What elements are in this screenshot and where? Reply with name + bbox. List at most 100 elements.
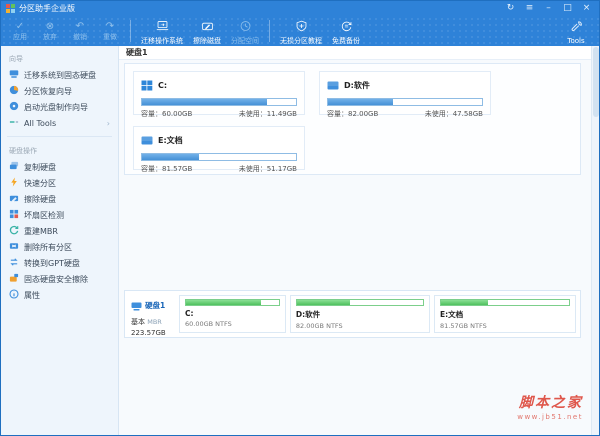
tutorial-button[interactable]: 无损分区教程 — [275, 17, 327, 45]
watermark: 脚本之家 www.jb51.net — [517, 392, 583, 421]
block-size: 81.57GB NTFS — [439, 322, 487, 330]
window-controls: ↻ ≡ – □ × — [503, 3, 594, 15]
partition-name: D:软件 — [344, 81, 370, 90]
partition-name: C: — [158, 81, 168, 90]
partition-name: E:文档 — [158, 136, 183, 145]
watermark-url: www.jb51.net — [517, 413, 583, 421]
sidebar-item-copy-disk[interactable]: 复制硬盘 — [1, 159, 118, 175]
toolbar-separator — [269, 20, 270, 42]
block-label: C: — [185, 309, 194, 318]
block-size: 82.00GB NTFS — [295, 322, 343, 330]
wizards-section-header: 向导 — [9, 55, 23, 63]
sidebar-item-convert-gpt[interactable]: 转换到GPT硬盘 — [1, 255, 118, 271]
close-icon[interactable]: × — [582, 3, 591, 13]
diskops-section-header: 硬盘操作 — [9, 147, 37, 155]
disk-info-block[interactable]: 硬盘1 基本 MBR 223.57GB — [129, 295, 175, 337]
watermark-title: 脚本之家 — [519, 395, 583, 411]
migrate-ssd-icon — [9, 69, 19, 81]
usage-bar — [439, 299, 570, 306]
drive-icon — [141, 131, 153, 150]
sidebar-item-bad-sector-check[interactable]: 坏扇区检测 — [1, 207, 118, 223]
undo-icon: ↶ — [75, 21, 85, 32]
undo-button[interactable]: ↶ 撤销 — [73, 21, 87, 41]
disk-icon — [131, 296, 142, 315]
clock-icon — [239, 17, 252, 36]
delete-partitions-icon — [9, 241, 19, 253]
block-label: E:文档 — [439, 310, 464, 319]
copy-disk-icon — [9, 161, 19, 173]
maximize-icon[interactable]: □ — [563, 3, 572, 13]
partition-card-d[interactable]: D:软件 容量：82.00GB 未使用：47.58GB — [319, 71, 491, 118]
toolbar: ✓ 应用 ⊗ 放弃 ↶ 撤销 ↷ 重做 迁移操作系统 擦除磁盘 分配空间 — [1, 16, 599, 46]
sector-grid-icon — [9, 209, 19, 221]
content-area: 向导 迁移系统到固态硬盘 分区恢复向导 启动光盘制作向导 All Tools ›… — [1, 46, 599, 435]
pie-chart-icon — [9, 85, 19, 97]
partition-card-c[interactable]: C: 容量：60.00GB 未使用：11.49GB — [133, 71, 305, 118]
sidebar-item-ssd-secure-erase[interactable]: 固态硬盘安全擦除 — [1, 271, 118, 287]
capacity-text: 容量：60.00GB — [141, 110, 193, 118]
scrollbar[interactable] — [591, 46, 599, 435]
sidebar-item-delete-all-partitions[interactable]: 删除所有分区 — [1, 239, 118, 255]
disk-type: 基本 MBR — [131, 318, 162, 326]
capacity-text: 容量：82.00GB — [327, 110, 379, 118]
block-size: 60.00GB NTFS — [185, 320, 232, 328]
redo-button[interactable]: ↷ 重做 — [103, 21, 117, 41]
unused-text: 未使用：11.49GB — [238, 110, 297, 118]
sidebar: 向导 迁移系统到固态硬盘 分区恢复向导 启动光盘制作向导 All Tools ›… — [1, 46, 119, 435]
sidebar-item-migrate-to-ssd[interactable]: 迁移系统到固态硬盘 — [1, 67, 118, 83]
discard-button[interactable]: ⊗ 放弃 — [43, 21, 57, 41]
minimize-icon[interactable]: – — [546, 3, 551, 13]
eraser-disk-icon — [9, 193, 19, 205]
refresh-icon[interactable]: ↻ — [506, 3, 515, 13]
sidebar-item-bootable-cd[interactable]: 启动光盘制作向导 — [1, 99, 118, 115]
all-tools-icon — [9, 117, 19, 129]
laptop-icon — [156, 17, 169, 36]
redo-icon: ↷ — [105, 21, 115, 32]
usage-bar — [141, 153, 297, 161]
sidebar-item-rebuild-mbr[interactable]: 重建MBR — [1, 223, 118, 239]
backup-cycle-icon — [340, 17, 353, 36]
apply-button[interactable]: ✓ 应用 — [13, 21, 27, 41]
unused-text: 未使用：47.58GB — [424, 110, 483, 118]
wipe-disk-button[interactable]: 擦除磁盘 — [188, 17, 226, 45]
overview-block-d[interactable]: D:软件 82.00GB NTFS — [289, 295, 430, 333]
tools-button[interactable]: Tools — [561, 17, 591, 45]
partition-card-e[interactable]: E:文档 容量：81.57GB 未使用：51.17GB — [133, 126, 305, 173]
window-title: 分区助手企业版 — [19, 3, 75, 13]
lightning-icon — [9, 177, 19, 189]
free-backup-button[interactable]: 免费备份 — [327, 17, 365, 45]
partition-cards-panel: C: 容量：60.00GB 未使用：11.49GB D:软件 — [124, 63, 581, 175]
rebuild-cycle-icon — [9, 225, 19, 237]
migrate-os-button[interactable]: 迁移操作系统 — [136, 17, 188, 45]
sidebar-item-partition-recovery[interactable]: 分区恢复向导 — [1, 83, 118, 99]
convert-arrows-icon — [9, 257, 19, 269]
wrench-icon — [570, 17, 583, 36]
usage-bar — [141, 98, 297, 106]
sidebar-item-all-tools[interactable]: All Tools › — [1, 115, 118, 131]
discard-icon: ⊗ — [45, 21, 55, 32]
allocate-space-button[interactable]: 分配空间 — [226, 17, 264, 45]
overview-block-e[interactable]: E:文档 81.57GB NTFS — [433, 295, 576, 333]
disk-section-title: 硬盘1 — [119, 46, 591, 60]
disk-overview-strip: 硬盘1 基本 MBR 223.57GB C: 60.00GB NTFS D:软件… — [124, 290, 581, 338]
shield-plus-icon — [295, 17, 308, 36]
title-bar: 分区助手企业版 ↻ ≡ – □ × — [1, 1, 599, 16]
disk-pencil-icon — [201, 17, 214, 36]
usage-bar — [185, 299, 280, 306]
sidebar-item-wipe-disk[interactable]: 擦除硬盘 — [1, 191, 118, 207]
disk-size: 223.57GB — [131, 329, 166, 337]
usage-bar — [295, 299, 424, 306]
toolbar-separator — [130, 20, 131, 42]
sidebar-item-quick-partition[interactable]: 快速分区 — [1, 175, 118, 191]
main-panel: 硬盘1 C: 容量：60.00GB 未使用：11.49GB — [119, 46, 591, 435]
capacity-text: 容量：81.57GB — [141, 165, 193, 173]
usage-bar — [327, 98, 483, 106]
menu-icon[interactable]: ≡ — [525, 3, 534, 13]
block-label: D:软件 — [295, 310, 321, 319]
cd-disc-icon — [9, 101, 19, 113]
info-circle-icon — [9, 289, 19, 301]
overview-block-c[interactable]: C: 60.00GB NTFS — [179, 295, 286, 333]
scrollbar-thumb[interactable] — [592, 47, 599, 117]
sidebar-item-properties[interactable]: 属性 — [1, 287, 118, 303]
